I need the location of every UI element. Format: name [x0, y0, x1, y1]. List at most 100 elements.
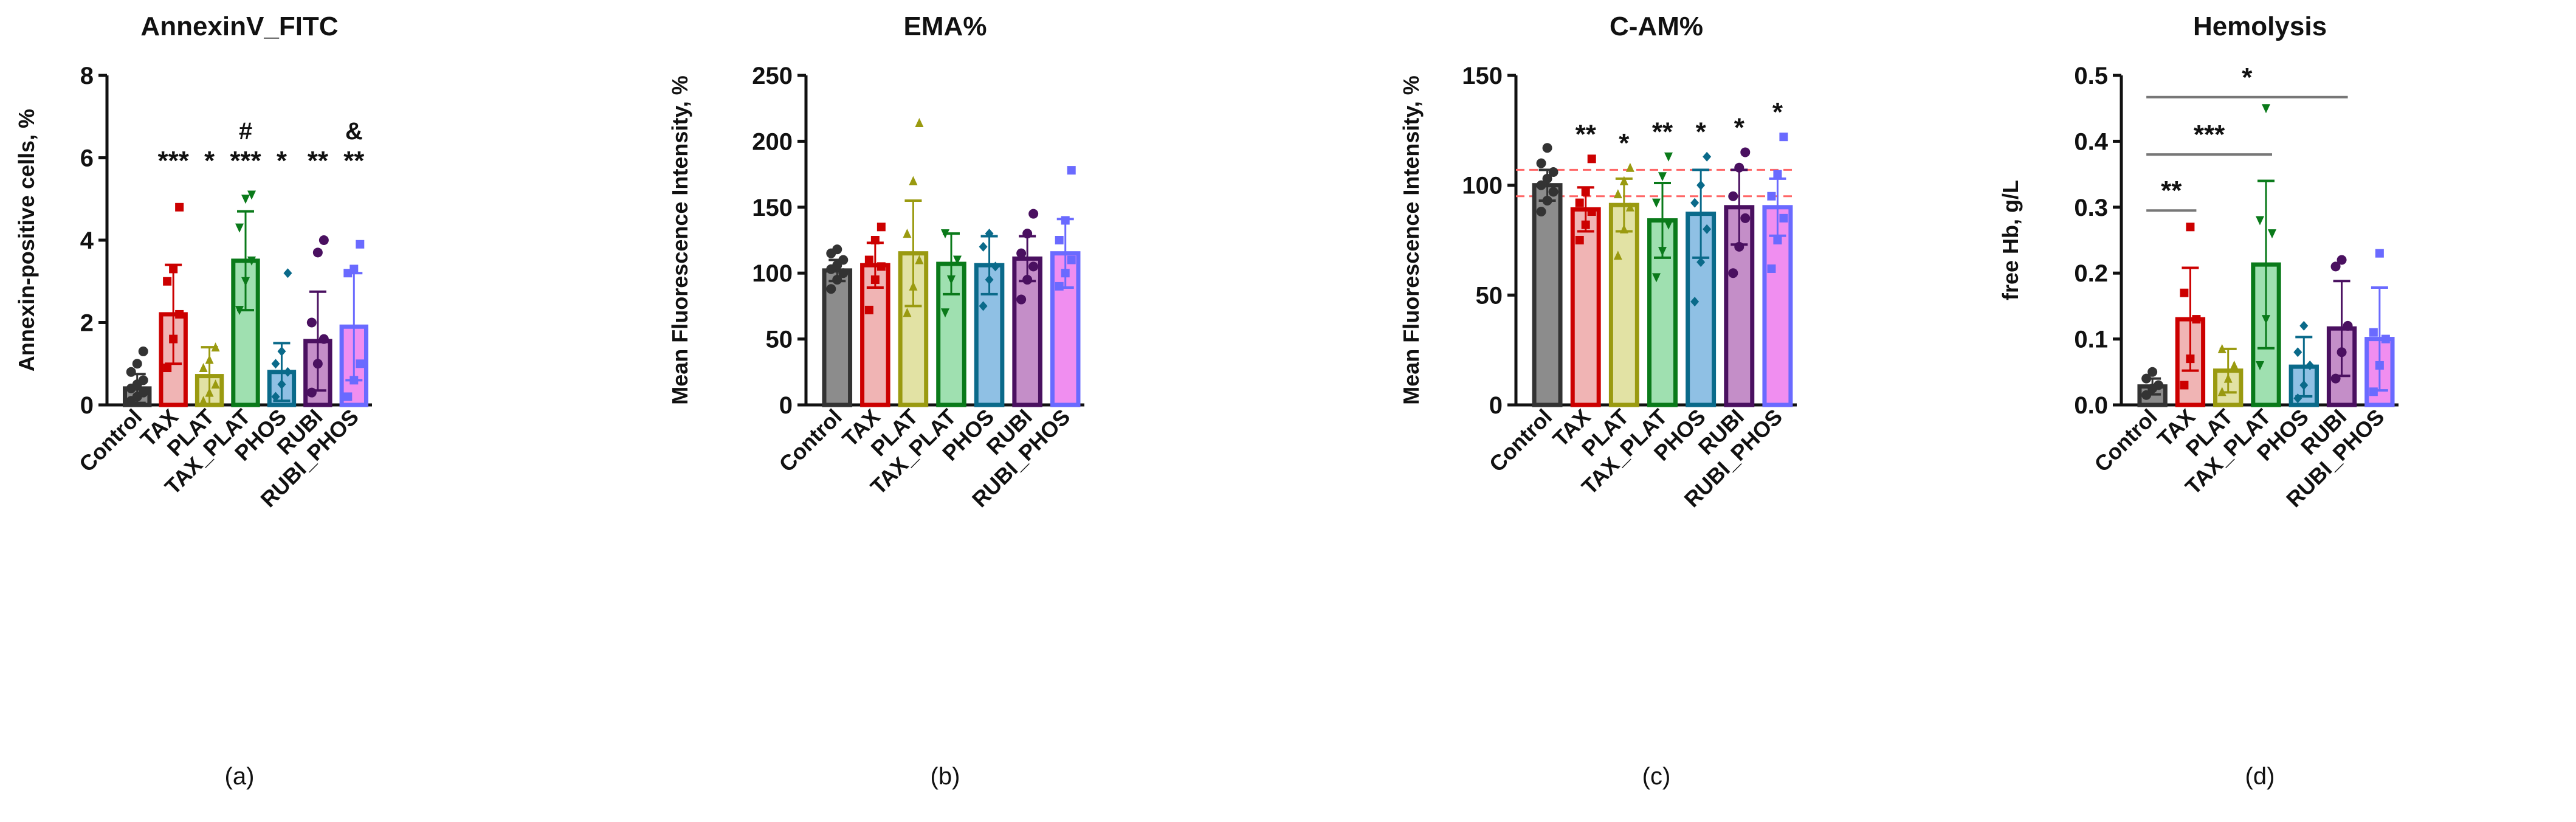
y-tick-label: 4: [80, 227, 94, 254]
data-point: [283, 367, 292, 377]
data-point: [1658, 172, 1667, 182]
data-point: [205, 387, 214, 397]
data-point: [163, 277, 172, 286]
data-point: [205, 354, 214, 364]
data-point: [1619, 176, 1628, 185]
data-point: [312, 359, 323, 369]
data-point: [1690, 297, 1700, 307]
bracket-label: **: [2161, 176, 2182, 206]
y-tick-label: 50: [1476, 282, 1503, 309]
data-point: [356, 240, 365, 249]
data-point: [947, 275, 956, 285]
data-point: [2186, 223, 2195, 232]
data-point: [1690, 198, 1700, 208]
data-point: [138, 387, 148, 398]
data-point: [2337, 255, 2347, 265]
data-point: [211, 379, 220, 389]
data-point: [235, 223, 244, 233]
data-point: [1055, 236, 1064, 244]
data-point: [126, 367, 136, 377]
data-point: [1773, 170, 1782, 179]
data-point: [312, 247, 323, 258]
data-point: [1664, 152, 1673, 162]
data-point: [1067, 166, 1076, 175]
data-point: [1740, 147, 1751, 157]
data-point: [1619, 224, 1628, 233]
data-point: [2256, 216, 2264, 226]
data-point: [277, 346, 286, 356]
y-tick-label: 8: [80, 63, 94, 89]
significance-label: *: [1619, 128, 1630, 158]
data-point: [979, 301, 988, 311]
data-point: [909, 176, 918, 185]
data-point: [2262, 104, 2270, 114]
bar: [1686, 212, 1717, 407]
panel-label: (d): [2245, 763, 2275, 790]
data-point: [985, 229, 994, 239]
significance-label: *: [1772, 97, 1783, 127]
data-point: [306, 387, 317, 398]
data-point: [2186, 354, 2195, 364]
data-point: [1613, 250, 1622, 260]
panel-label: (a): [225, 763, 255, 790]
data-point: [1548, 167, 1558, 177]
y-tick-label: 0.0: [2074, 392, 2108, 419]
significance-label-extra: #: [239, 118, 252, 145]
significance-label: **: [1652, 117, 1673, 147]
data-point: [199, 363, 208, 373]
data-point: [870, 236, 880, 244]
data-point: [1067, 255, 1076, 264]
y-tick-label: 50: [766, 326, 793, 353]
significance-label: *: [1696, 117, 1707, 147]
data-point: [1696, 180, 1706, 190]
y-tick-label: 0.4: [2074, 128, 2108, 155]
data-point: [306, 317, 317, 328]
data-point: [235, 306, 244, 316]
data-point: [271, 392, 280, 402]
data-point: [350, 264, 359, 274]
data-point: [319, 235, 329, 245]
data-point: [2262, 315, 2270, 325]
data-point: [2141, 390, 2152, 400]
data-point: [838, 255, 849, 265]
data-point: [2217, 344, 2226, 353]
data-point: [2375, 249, 2384, 258]
data-point: [1625, 162, 1634, 172]
data-point: [876, 223, 886, 232]
data-point: [979, 241, 988, 252]
y-axis-label: free Hb, g/L: [1998, 180, 2023, 300]
data-point: [1734, 241, 1744, 252]
data-point: [2154, 380, 2164, 390]
y-axis-label: Annexin-positive cells, %: [14, 109, 39, 371]
y-tick-label: 250: [752, 63, 793, 89]
data-point: [343, 392, 353, 401]
bar: [1724, 205, 1755, 407]
data-point: [1703, 224, 1712, 234]
data-point: [1703, 151, 1712, 162]
y-tick-label: 0: [1489, 392, 1503, 419]
data-point: [1061, 216, 1070, 225]
data-point: [1734, 162, 1744, 173]
y-tick-label: 6: [80, 145, 94, 172]
data-point: [350, 376, 359, 385]
data-point: [2192, 315, 2201, 324]
y-tick-label: 0.5: [2074, 63, 2108, 89]
data-point: [175, 202, 184, 212]
data-point: [1767, 192, 1776, 201]
data-point: [169, 264, 178, 274]
data-point: [1728, 268, 1738, 278]
data-point: [876, 262, 886, 271]
data-point: [2293, 393, 2302, 404]
data-point: [1587, 154, 1596, 164]
data-point: [903, 229, 912, 238]
data-point: [1652, 198, 1661, 208]
y-tick-label: 150: [1462, 63, 1503, 89]
y-tick-label: 2: [80, 310, 94, 337]
data-point: [1536, 180, 1546, 190]
y-tick-label: 200: [752, 128, 793, 155]
data-point: [864, 305, 873, 314]
data-point: [1696, 257, 1706, 268]
data-point: [2256, 361, 2264, 370]
significance-label: ***: [157, 146, 189, 176]
chart-title: EMA%: [904, 12, 987, 41]
